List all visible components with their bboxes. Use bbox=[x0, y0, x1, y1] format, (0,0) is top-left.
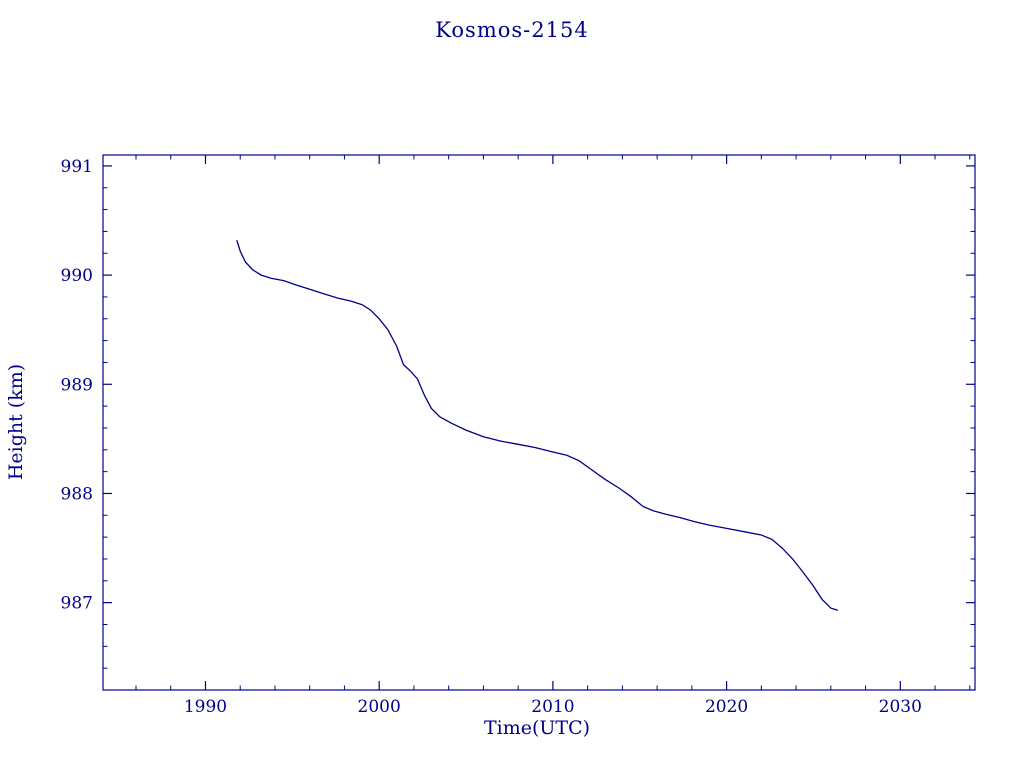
y-tick-label: 989 bbox=[61, 375, 93, 395]
plot-area: 1990 2000 2010 2020 2030 987 988 989 990 991 bbox=[61, 154, 976, 717]
plot-frame bbox=[102, 154, 976, 691]
x-tick-label: 1990 bbox=[184, 697, 227, 717]
y-tick-label: 991 bbox=[61, 157, 93, 177]
x-tick-label: 2010 bbox=[531, 697, 574, 717]
y-tick-label: 987 bbox=[61, 594, 93, 614]
x-tick-label: 2020 bbox=[705, 697, 748, 717]
x-tick-label: 2000 bbox=[358, 697, 401, 717]
y-tick-label: 990 bbox=[61, 266, 93, 286]
x-tick-label: 2030 bbox=[879, 697, 922, 717]
chart-title: Kosmos-2154 bbox=[435, 18, 588, 42]
x-axis-label: Time(UTC) bbox=[484, 717, 590, 739]
y-tick-label: 988 bbox=[61, 484, 93, 504]
data-series-line bbox=[236, 240, 838, 611]
y-axis-label: Height (km) bbox=[5, 364, 27, 480]
